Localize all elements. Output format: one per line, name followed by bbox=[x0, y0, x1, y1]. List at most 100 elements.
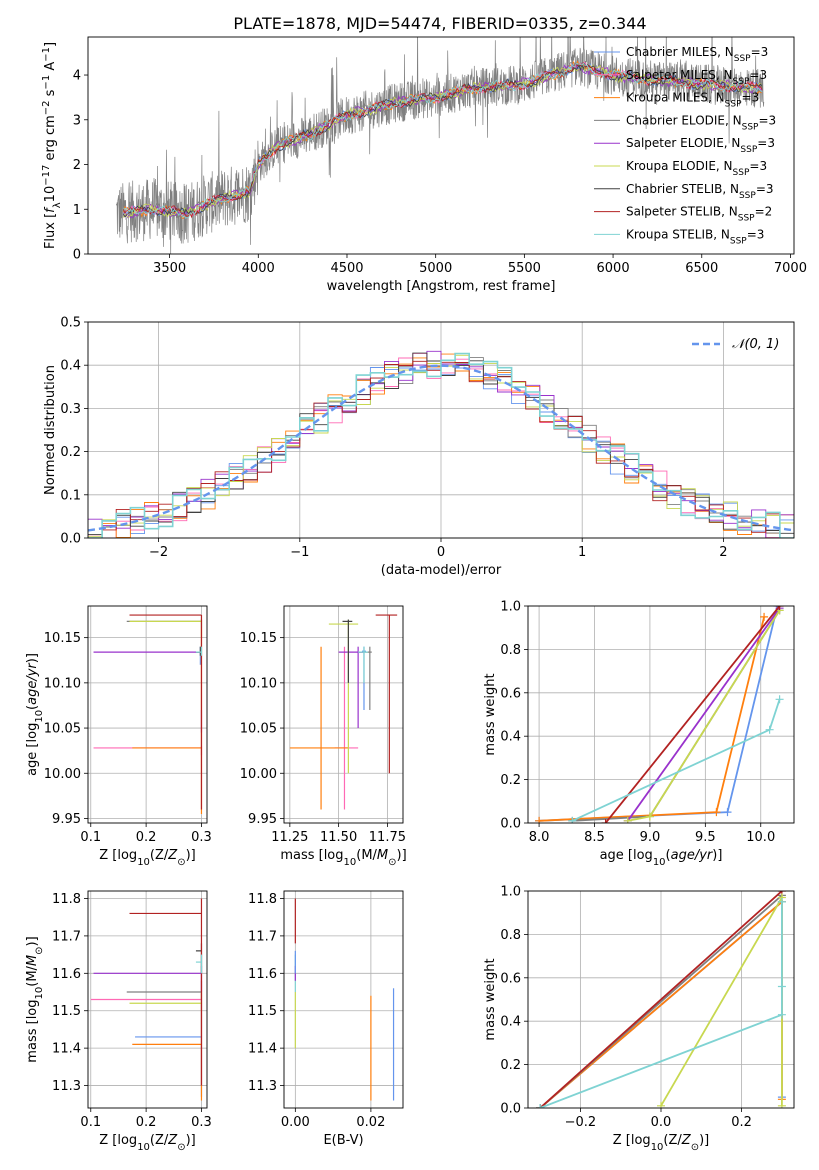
x-tick-label: 11.50 bbox=[320, 830, 357, 845]
legend-text: Chabrier ELODIE, N bbox=[626, 113, 742, 127]
y-tick-label: 11.8 bbox=[248, 892, 277, 907]
text-part: age/yr bbox=[671, 848, 714, 863]
y-tick-label: 0.0 bbox=[500, 1102, 521, 1117]
legend-sub: SSP bbox=[733, 168, 750, 178]
text-part: −1 bbox=[41, 75, 52, 90]
x-tick-label: 2 bbox=[719, 545, 727, 560]
weight-marker bbox=[775, 695, 784, 704]
text-part: f bbox=[43, 206, 58, 213]
legend-entry: Chabrier ELODIE, NSSP=3 bbox=[626, 113, 776, 132]
text-part: ⊙ bbox=[691, 1142, 699, 1153]
y-tick-label: 0.0 bbox=[60, 532, 81, 547]
plot-area bbox=[93, 614, 203, 814]
weight-marker bbox=[536, 1104, 545, 1108]
text-part: M bbox=[377, 848, 388, 863]
text-part: ( bbox=[666, 848, 671, 863]
weight-marker bbox=[777, 1010, 786, 1019]
y-tick-label: 0.3 bbox=[60, 402, 81, 417]
legend-sub: SSP bbox=[733, 77, 750, 87]
x-tick-label: −2 bbox=[149, 545, 168, 560]
x-tick-label: 0.3 bbox=[191, 830, 212, 845]
axes-frame bbox=[87, 321, 795, 539]
plot-area bbox=[90, 898, 203, 1101]
text-part: 10 bbox=[653, 857, 666, 868]
y-tick-label: 10.00 bbox=[240, 767, 277, 782]
y-tick-label: 0.8 bbox=[500, 643, 521, 658]
text-part: Z bbox=[681, 1133, 692, 1148]
x-axis-label: (data-model)/error bbox=[381, 563, 502, 578]
text-part: (M/ bbox=[356, 848, 377, 863]
y-tick-label: 0 bbox=[73, 248, 81, 263]
y-tick-label: 0.8 bbox=[500, 928, 521, 943]
axes-frame bbox=[527, 605, 795, 824]
weight-line-3 bbox=[627, 607, 781, 822]
x-axis-label: mass [log10(M/M⊙)] bbox=[280, 848, 406, 868]
x-tick-label: 0.00 bbox=[281, 1115, 310, 1130]
y-tick-label: 0.0 bbox=[500, 817, 521, 832]
legend-sub: SSP bbox=[739, 191, 756, 201]
legend-entry: Chabrier STELIB, NSSP=3 bbox=[626, 182, 774, 201]
y-tick-label: 11.3 bbox=[52, 1079, 81, 1094]
y-tick-label: 11.4 bbox=[52, 1042, 81, 1057]
text-part: ] bbox=[43, 42, 58, 47]
model-spectrum-7 bbox=[123, 61, 763, 219]
y-tick-label: 9.95 bbox=[52, 812, 81, 827]
panel-mass-vs-Z: 0.1 0.2 0.311.311.411.511.611.711.8Z [log1… bbox=[25, 890, 212, 1153]
panel-weight-vs-Z: −0.2 0.0 0.2 0.0 0.2 0.4 0.6 0.8 1.0 Z [log10(Z/Z… bbox=[483, 885, 795, 1153]
axes-frame bbox=[87, 890, 208, 1109]
weight-marker bbox=[568, 816, 577, 823]
x-tick-label: 1 bbox=[578, 545, 586, 560]
legend-tail: =3 bbox=[751, 45, 769, 59]
y-tick-label: 10.00 bbox=[44, 767, 81, 782]
weight-marker bbox=[535, 816, 544, 823]
legend-sub: SSP bbox=[734, 54, 751, 64]
y-tick-label: 0.2 bbox=[60, 445, 81, 460]
y-axis-label: Normed distribution bbox=[43, 365, 58, 495]
y-tick-label: 2 bbox=[73, 158, 81, 173]
weight-line-1 bbox=[539, 616, 765, 822]
y-tick-label: 10.10 bbox=[240, 676, 277, 691]
text-part: Z bbox=[167, 1133, 178, 1148]
plots-container: 3500 4000 4500 5000 5500 6000 6500 7000 0 1 2 3 4 wav… bbox=[25, 36, 807, 1153]
x-tick-label: 6000 bbox=[597, 261, 630, 276]
text-part: ⊙ bbox=[177, 857, 185, 868]
text-part: 10 bbox=[651, 1142, 664, 1153]
text-part: )] bbox=[397, 848, 407, 863]
y-tick-label: 1.0 bbox=[500, 600, 521, 615]
y-tick-label: 4 bbox=[73, 69, 81, 84]
weight-marker bbox=[623, 816, 632, 823]
y-tick-label: 10.05 bbox=[44, 722, 81, 737]
text-part: (data-model)/error bbox=[381, 563, 502, 578]
legend-tail: =3 bbox=[756, 182, 774, 196]
text-part: Z bbox=[167, 848, 178, 863]
x-tick-label: 7000 bbox=[774, 261, 807, 276]
x-tick-label: 11.75 bbox=[369, 830, 406, 845]
weight-marker bbox=[777, 982, 786, 991]
text-part: −2 bbox=[41, 100, 52, 115]
plot-area bbox=[289, 614, 398, 810]
x-tick-label: 4500 bbox=[330, 261, 363, 276]
y-tick-label: 9.95 bbox=[248, 812, 277, 827]
legend-tail: =3 bbox=[749, 68, 767, 82]
text-part: Z [log bbox=[613, 1133, 651, 1148]
axes-frame bbox=[283, 890, 404, 1109]
text-part: )] bbox=[25, 653, 40, 663]
x-axis-label: Z [log10(Z/Z⊙)] bbox=[99, 848, 195, 868]
x-axis-label: age [log10(age/yr)] bbox=[600, 848, 723, 868]
text-part: M bbox=[25, 955, 40, 966]
text-part: 10 bbox=[137, 1142, 150, 1153]
weight-line-0 bbox=[539, 606, 779, 822]
y-tick-label: 0.2 bbox=[500, 1058, 521, 1073]
legend-sub: SSP bbox=[730, 236, 747, 246]
legend-text: Kroupa MILES, N bbox=[626, 91, 725, 105]
legend-text: Chabrier STELIB, N bbox=[626, 182, 739, 196]
text-part: mass weight bbox=[483, 958, 498, 1040]
x-axis-label: Z [log10(Z/Z⊙)] bbox=[99, 1133, 195, 1153]
y-tick-label: 11.6 bbox=[52, 967, 81, 982]
x-tick-label: 0.1 bbox=[80, 1115, 101, 1130]
x-tick-label: 0 bbox=[437, 545, 445, 560]
plot-area bbox=[536, 891, 786, 1108]
weight-line-6 bbox=[571, 699, 781, 822]
